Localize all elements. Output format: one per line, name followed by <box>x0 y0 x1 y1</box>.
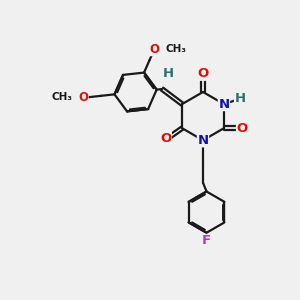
Text: F: F <box>202 235 211 248</box>
Text: O: O <box>78 91 88 104</box>
Text: O: O <box>197 67 208 80</box>
Text: H: H <box>235 92 246 105</box>
Text: CH₃: CH₃ <box>166 44 187 54</box>
Text: O: O <box>160 132 171 145</box>
Text: CH₃: CH₃ <box>52 92 73 102</box>
Text: O: O <box>236 122 248 135</box>
Text: O: O <box>149 43 159 56</box>
Text: N: N <box>218 98 230 111</box>
Text: N: N <box>197 134 208 147</box>
Text: H: H <box>163 67 174 80</box>
